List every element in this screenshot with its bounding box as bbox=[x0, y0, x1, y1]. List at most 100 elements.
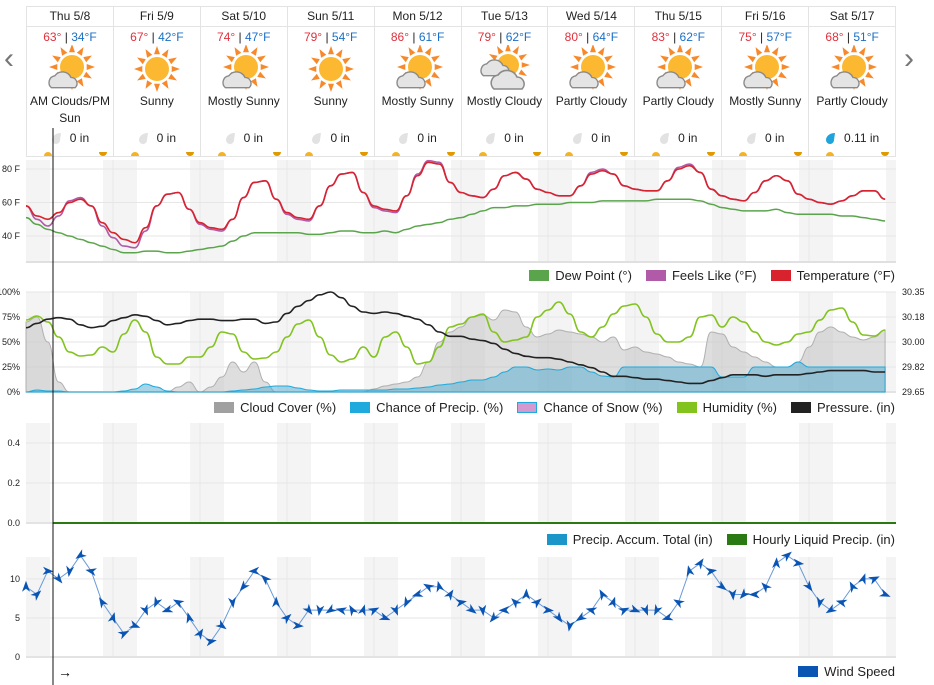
day-date: Fri 5/16 bbox=[722, 7, 809, 27]
night-band bbox=[799, 557, 833, 657]
wind-direction-marker bbox=[228, 596, 236, 609]
wind-direction-marker bbox=[686, 565, 695, 577]
legend-swatch bbox=[517, 402, 538, 413]
next-arrow-button[interactable]: › bbox=[904, 42, 914, 75]
day-tile[interactable]: Thu 5/8 63° | 34°F AM Clouds/PM Sun 0 in bbox=[27, 7, 114, 156]
day-tile[interactable]: Fri 5/16 75° | 57°F Mostly Sunny 0 in bbox=[722, 7, 810, 156]
legend-label: Dew Point (°) bbox=[555, 268, 632, 283]
day-tile[interactable]: Wed 5/14 80° | 64°F Partly Cloudy 0 in bbox=[548, 7, 636, 156]
day-tile[interactable]: Thu 5/15 83° | 62°F Partly Cloudy 0 in bbox=[635, 7, 723, 156]
y-tick-label: 0% bbox=[7, 387, 20, 397]
sunset-icon bbox=[881, 152, 890, 156]
raindrop-icon bbox=[138, 133, 148, 144]
wind-direction-marker bbox=[248, 566, 260, 575]
precip-value: 0.11 in bbox=[844, 131, 880, 145]
wind-direction-marker bbox=[868, 576, 880, 585]
y-tick-label: 60 F bbox=[2, 198, 21, 208]
precip-value: 0 in bbox=[156, 131, 177, 145]
wind-direction-marker bbox=[530, 598, 542, 609]
legend-item[interactable]: Chance of Precip. (%) bbox=[350, 400, 503, 415]
wind-direction-marker bbox=[99, 597, 109, 609]
day-tile[interactable]: Sun 5/11 79° | 54°F Sunny 0 in bbox=[287, 7, 375, 156]
dew-point-line bbox=[25, 198, 886, 254]
night-band bbox=[886, 423, 896, 523]
night-band bbox=[26, 423, 50, 523]
precip-amount: 0.11 in bbox=[809, 131, 895, 145]
wind-direction-marker bbox=[802, 580, 813, 592]
sunset-icon bbox=[620, 152, 629, 156]
night-band bbox=[277, 423, 311, 523]
wind-direction-marker bbox=[552, 611, 563, 623]
legend-label: Feels Like (°F) bbox=[671, 268, 757, 283]
wind-direction-marker bbox=[825, 604, 838, 614]
y-tick-label: 100% bbox=[0, 287, 20, 297]
wind-direction-marker bbox=[522, 588, 531, 600]
legend-item[interactable]: Cloud Cover (%) bbox=[214, 400, 336, 415]
wind-direction-arrow-icon: → bbox=[58, 664, 72, 680]
y-tick-label: 0.2 bbox=[7, 478, 20, 488]
precip-amount: 0 in bbox=[548, 131, 634, 145]
wind-direction-marker bbox=[186, 612, 195, 624]
legend-label: Pressure. (in) bbox=[816, 400, 895, 415]
raindrop-icon bbox=[225, 133, 235, 144]
condition-text: Partly Cloudy bbox=[816, 94, 888, 108]
wind-direction-marker bbox=[272, 596, 281, 608]
day-tile[interactable]: Mon 5/12 86° | 61°F Mostly Sunny 0 in bbox=[374, 7, 462, 156]
low-temp: 62°F bbox=[679, 30, 706, 44]
legend-item[interactable]: Precip. Accum. Total (in) bbox=[546, 532, 713, 547]
condition-text: Mostly Sunny bbox=[729, 94, 802, 108]
day-date: Thu 5/15 bbox=[635, 7, 722, 27]
wind-direction-marker bbox=[139, 603, 148, 616]
low-temp: 47°F bbox=[245, 30, 271, 44]
legend-item[interactable]: Humidity (%) bbox=[676, 400, 777, 415]
sun-icon bbox=[114, 45, 200, 93]
sunset-icon bbox=[707, 152, 716, 156]
day-tile[interactable]: Fri 5/9 67° | 42°F Sunny 0 in bbox=[113, 7, 201, 156]
wind-direction-marker bbox=[566, 620, 575, 632]
wind-direction-marker bbox=[607, 596, 616, 609]
precip-value: 0 in bbox=[591, 131, 611, 145]
high-temp: 79° bbox=[477, 30, 496, 44]
sun-cloud-icon bbox=[548, 45, 634, 93]
precip-value: 0 in bbox=[69, 131, 90, 145]
raindrop-icon bbox=[826, 133, 836, 144]
wind-direction-marker bbox=[316, 604, 325, 617]
wind-direction-marker bbox=[857, 573, 866, 585]
wind-direction-marker bbox=[465, 603, 477, 614]
night-band bbox=[190, 160, 224, 262]
previous-arrow-button[interactable]: ‹ bbox=[4, 42, 14, 75]
sun-cloud-icon bbox=[722, 45, 808, 93]
wind-direction-marker bbox=[444, 589, 454, 601]
wind-direction-marker bbox=[390, 603, 398, 616]
daily-forecast-row: Thu 5/8 63° | 34°F AM Clouds/PM Sun 0 in… bbox=[26, 6, 896, 157]
wind-direction-marker bbox=[423, 583, 435, 593]
night-band bbox=[190, 557, 224, 657]
wind-direction-marker bbox=[411, 589, 424, 597]
legend-item[interactable]: Wind Speed bbox=[798, 664, 895, 679]
night-band bbox=[103, 557, 137, 657]
legend-item[interactable]: Temperature (°F) bbox=[770, 268, 895, 283]
night-band bbox=[364, 557, 398, 657]
day-tile[interactable]: Sat 5/10 74° | 47°F Mostly Sunny 0 in bbox=[200, 7, 288, 156]
y2-tick-label: 30.18 bbox=[902, 312, 925, 322]
condition-text: Mostly Sunny bbox=[207, 94, 280, 108]
wind-direction-marker bbox=[617, 607, 630, 616]
wind-direction-marker bbox=[599, 589, 609, 601]
day-tile[interactable]: Sat 5/17 68° | 51°F Partly Cloudy 0.11 i… bbox=[809, 7, 896, 156]
legend-item[interactable]: Hourly Liquid Precip. (in) bbox=[726, 532, 895, 547]
legend-item[interactable]: Dew Point (°) bbox=[529, 268, 632, 283]
legend-label: Chance of Precip. (%) bbox=[376, 400, 504, 415]
legend-item[interactable]: Pressure. (in) bbox=[790, 400, 895, 415]
day-tile[interactable]: Tue 5/13 79° | 62°F Mostly Cloudy 0 in bbox=[461, 7, 549, 156]
sunset-icon bbox=[272, 152, 281, 156]
sunrise-icon bbox=[304, 152, 313, 156]
precip-amount: 0 in bbox=[462, 131, 548, 145]
legend-item[interactable]: Feels Like (°F) bbox=[645, 268, 757, 283]
low-temp: 34°F bbox=[71, 30, 97, 44]
wind-direction-marker bbox=[193, 628, 204, 640]
legend-item[interactable]: Chance of Snow (%) bbox=[517, 400, 663, 415]
wind-direction-marker bbox=[835, 599, 848, 608]
wind-legend: Wind Speed bbox=[798, 664, 895, 679]
y-tick-label: 0.4 bbox=[7, 438, 20, 448]
